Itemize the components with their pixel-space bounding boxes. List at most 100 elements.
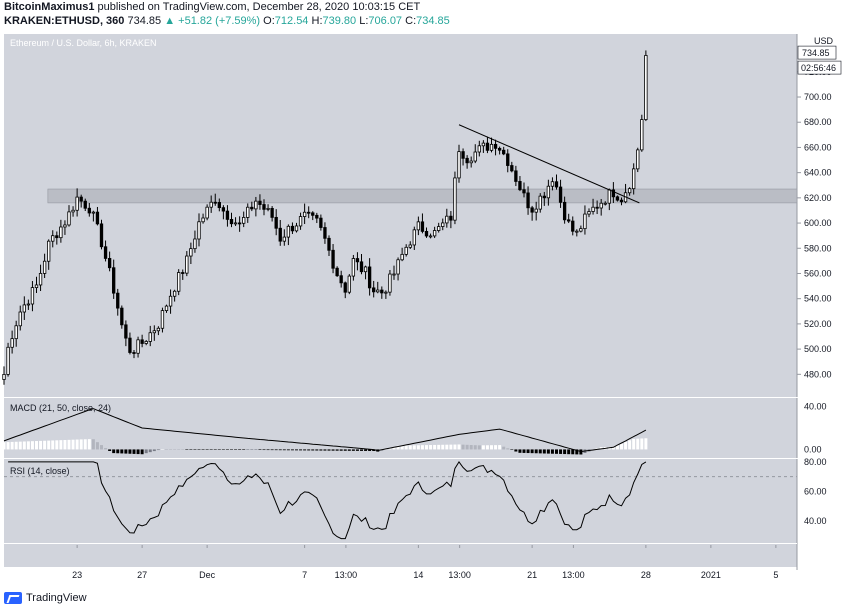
y-tick-label: 700.00	[804, 92, 832, 102]
candle	[302, 211, 307, 217]
y-tick-label: 580.00	[804, 243, 832, 253]
candle	[148, 332, 152, 342]
macd-bar	[282, 449, 286, 451]
candle	[172, 290, 177, 297]
tradingview-logo-icon	[4, 592, 22, 604]
macd-bar	[315, 449, 319, 451]
close-value: 734.85	[416, 15, 450, 27]
macd-bar	[286, 449, 290, 451]
macd-label: MACD (21, 50, close, 24)	[10, 403, 111, 413]
candle	[99, 223, 104, 248]
macd-bar	[59, 440, 63, 450]
macd-bar	[514, 449, 518, 452]
last-price-box	[797, 45, 837, 60]
macd-bar	[563, 449, 567, 455]
candle	[640, 119, 644, 151]
rsi-label: RSI (14, close)	[10, 466, 70, 476]
x-tick-label: 7	[302, 570, 307, 580]
macd-bar	[372, 449, 376, 452]
x-tick-label: 21	[527, 570, 537, 580]
candle	[502, 149, 506, 155]
candle	[627, 188, 632, 194]
candle	[246, 206, 250, 218]
macd-bar	[152, 449, 156, 452]
macd-bar	[47, 440, 51, 450]
macd-bar	[2, 442, 6, 450]
y-tick-label: 660.00	[804, 142, 832, 152]
candle	[225, 210, 230, 220]
x-tick-label: Dec	[199, 570, 216, 580]
y-tick-label: 520.00	[804, 319, 832, 329]
rsi-tick-label: 40.00	[804, 516, 827, 526]
eth-chart[interactable]: 480.00500.00520.00540.00560.00580.00600.…	[0, 0, 850, 588]
candle	[136, 339, 140, 354]
macd-bar	[144, 449, 148, 454]
macd-bar	[595, 448, 599, 450]
macd-bar	[303, 449, 307, 451]
o-label: O:	[263, 15, 275, 27]
candle	[38, 273, 43, 286]
macd-bar	[165, 449, 168, 450]
macd-bar	[18, 441, 22, 450]
symbol: KRAKEN:ETHUSD, 360	[4, 15, 125, 27]
candle	[168, 295, 173, 307]
time-gap-pane	[4, 543, 797, 567]
macd-bar	[75, 439, 79, 450]
macd-bar	[473, 445, 477, 450]
macd-bar	[136, 449, 140, 455]
candle	[404, 246, 408, 255]
candle	[546, 185, 551, 199]
macd-bar	[91, 439, 95, 450]
macd-bar	[234, 449, 238, 450]
macd-bar	[225, 449, 229, 450]
macd-bar	[79, 439, 83, 450]
candle	[335, 267, 339, 277]
candle	[2, 374, 6, 380]
x-tick-label: 23	[72, 570, 82, 580]
candle	[132, 352, 136, 354]
candle	[396, 259, 400, 275]
candle	[112, 267, 116, 294]
macd-tick-label: 40.00	[804, 402, 827, 412]
candle	[10, 338, 14, 348]
candle	[412, 229, 416, 246]
y-tick-label: 560.00	[804, 268, 832, 278]
x-tick-label: 14	[413, 570, 423, 580]
candle	[603, 202, 607, 205]
macd-bar	[526, 449, 530, 454]
candle	[538, 195, 542, 210]
candle	[79, 196, 83, 202]
macd-bar	[510, 449, 514, 450]
open-value: 712.54	[274, 15, 309, 27]
macd-tick-label: 0.00	[804, 444, 822, 454]
macd-bar	[620, 443, 623, 450]
macd-bar	[270, 449, 274, 451]
candle	[298, 216, 303, 227]
macd-bar	[181, 449, 185, 450]
macd-bar	[26, 441, 30, 450]
candle	[469, 160, 473, 164]
y-tick-label: 620.00	[804, 193, 832, 203]
candle	[615, 196, 620, 201]
candle	[359, 261, 364, 273]
macd-bar	[250, 449, 254, 450]
candle	[233, 222, 238, 225]
macd-bar	[295, 449, 298, 451]
candle	[408, 244, 412, 248]
macd-bar	[335, 449, 339, 451]
candle	[71, 209, 75, 213]
candle	[355, 258, 360, 263]
macd-bar	[615, 445, 619, 450]
currency-label: USD	[814, 36, 834, 46]
macd-bar	[128, 449, 132, 454]
macd-bar	[351, 449, 355, 451]
candle	[18, 311, 22, 327]
candle	[242, 217, 246, 224]
candle	[124, 324, 128, 339]
macd-bar	[201, 449, 205, 450]
candle	[599, 202, 603, 209]
candle	[347, 275, 351, 293]
candle	[510, 165, 514, 172]
tradingview-logo[interactable]: TradingView	[4, 592, 87, 604]
candle	[644, 55, 648, 120]
